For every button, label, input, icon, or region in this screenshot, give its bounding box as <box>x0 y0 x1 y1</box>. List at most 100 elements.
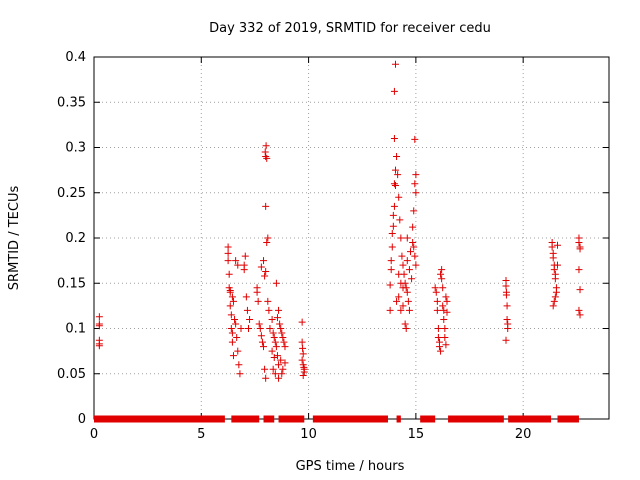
data-point <box>272 343 280 351</box>
data-point <box>440 315 448 323</box>
data-point <box>272 279 280 287</box>
data-point <box>257 332 265 340</box>
data-point <box>409 223 417 231</box>
data-point <box>411 252 419 260</box>
data-point <box>387 266 395 274</box>
data-point <box>256 325 264 332</box>
data-point <box>440 306 448 314</box>
plot-frame <box>93 56 610 420</box>
data-point <box>442 293 450 301</box>
data-point <box>554 241 561 249</box>
data-point <box>280 338 288 346</box>
zero-value-run <box>263 415 275 423</box>
zero-value-run <box>396 415 401 423</box>
data-point <box>281 343 289 351</box>
data-point <box>551 293 559 301</box>
data-point <box>268 347 276 355</box>
data-point <box>554 261 561 269</box>
data-point <box>435 343 443 351</box>
x-tick-label: 20 <box>515 427 532 442</box>
data-point <box>388 243 396 251</box>
data-point <box>403 257 411 265</box>
data-point <box>237 325 245 332</box>
data-point <box>229 352 237 360</box>
data-point <box>391 182 399 190</box>
data-point <box>390 87 398 95</box>
zero-value-run <box>94 415 225 423</box>
data-point <box>242 293 250 301</box>
data-point <box>266 325 274 332</box>
data-point <box>261 272 269 280</box>
data-point <box>227 311 235 319</box>
data-point <box>390 180 398 188</box>
data-point <box>437 347 445 355</box>
data-point <box>388 229 396 237</box>
data-point <box>576 311 584 319</box>
x-tick-label: 0 <box>90 427 98 442</box>
y-tick-label: 0.1 <box>65 322 86 337</box>
data-point <box>240 266 248 274</box>
data-point <box>298 356 306 364</box>
data-point <box>95 342 103 350</box>
data-point <box>243 306 251 314</box>
data-point <box>224 243 232 251</box>
data-point <box>277 356 285 364</box>
data-point <box>411 180 419 188</box>
data-point <box>254 297 262 305</box>
data-point <box>442 341 450 349</box>
data-point <box>394 171 402 179</box>
data-point <box>255 320 263 328</box>
y-axis-label: SRMTID / TECUs <box>7 186 22 291</box>
data-point <box>261 148 269 156</box>
data-point <box>390 134 398 142</box>
data-point <box>262 202 270 210</box>
data-point <box>278 370 286 378</box>
data-point <box>279 365 287 373</box>
data-point <box>550 297 558 305</box>
data-point <box>263 154 271 162</box>
data-point <box>227 325 235 332</box>
data-point <box>224 257 232 265</box>
y-tick-label: 0.3 <box>65 141 86 156</box>
y-tick-label: 0.35 <box>57 95 86 110</box>
data-point <box>398 252 406 260</box>
data-point <box>443 297 451 305</box>
data-point <box>405 266 413 274</box>
data-point <box>225 270 233 278</box>
data-point <box>503 315 511 323</box>
data-point <box>262 374 270 382</box>
data-point <box>434 325 442 332</box>
data-point <box>95 313 103 321</box>
data-point <box>298 338 306 346</box>
data-point <box>270 334 278 342</box>
data-point <box>271 338 279 346</box>
data-point <box>432 288 440 296</box>
data-point <box>551 275 559 283</box>
data-point <box>434 334 442 342</box>
data-point <box>412 189 420 197</box>
data-point <box>260 257 268 265</box>
data-point <box>397 279 405 287</box>
data-point <box>386 306 394 314</box>
data-point <box>433 297 441 305</box>
data-point <box>552 288 560 296</box>
data-point <box>408 275 416 283</box>
data-point <box>548 243 556 251</box>
zero-value-run <box>448 415 504 423</box>
y-tick-label: 0 <box>78 412 86 427</box>
data-point <box>387 257 395 265</box>
data-point <box>439 302 447 310</box>
data-point <box>263 239 271 247</box>
data-point <box>404 297 412 305</box>
data-point <box>504 325 512 332</box>
data-point <box>273 314 281 322</box>
data-point <box>403 288 411 296</box>
zero-value-run <box>312 415 388 423</box>
data-point <box>233 334 241 342</box>
data-point <box>299 372 307 380</box>
x-tick-label: 15 <box>408 427 425 442</box>
data-point <box>391 60 399 68</box>
grid <box>94 57 609 419</box>
data-point <box>389 222 397 230</box>
